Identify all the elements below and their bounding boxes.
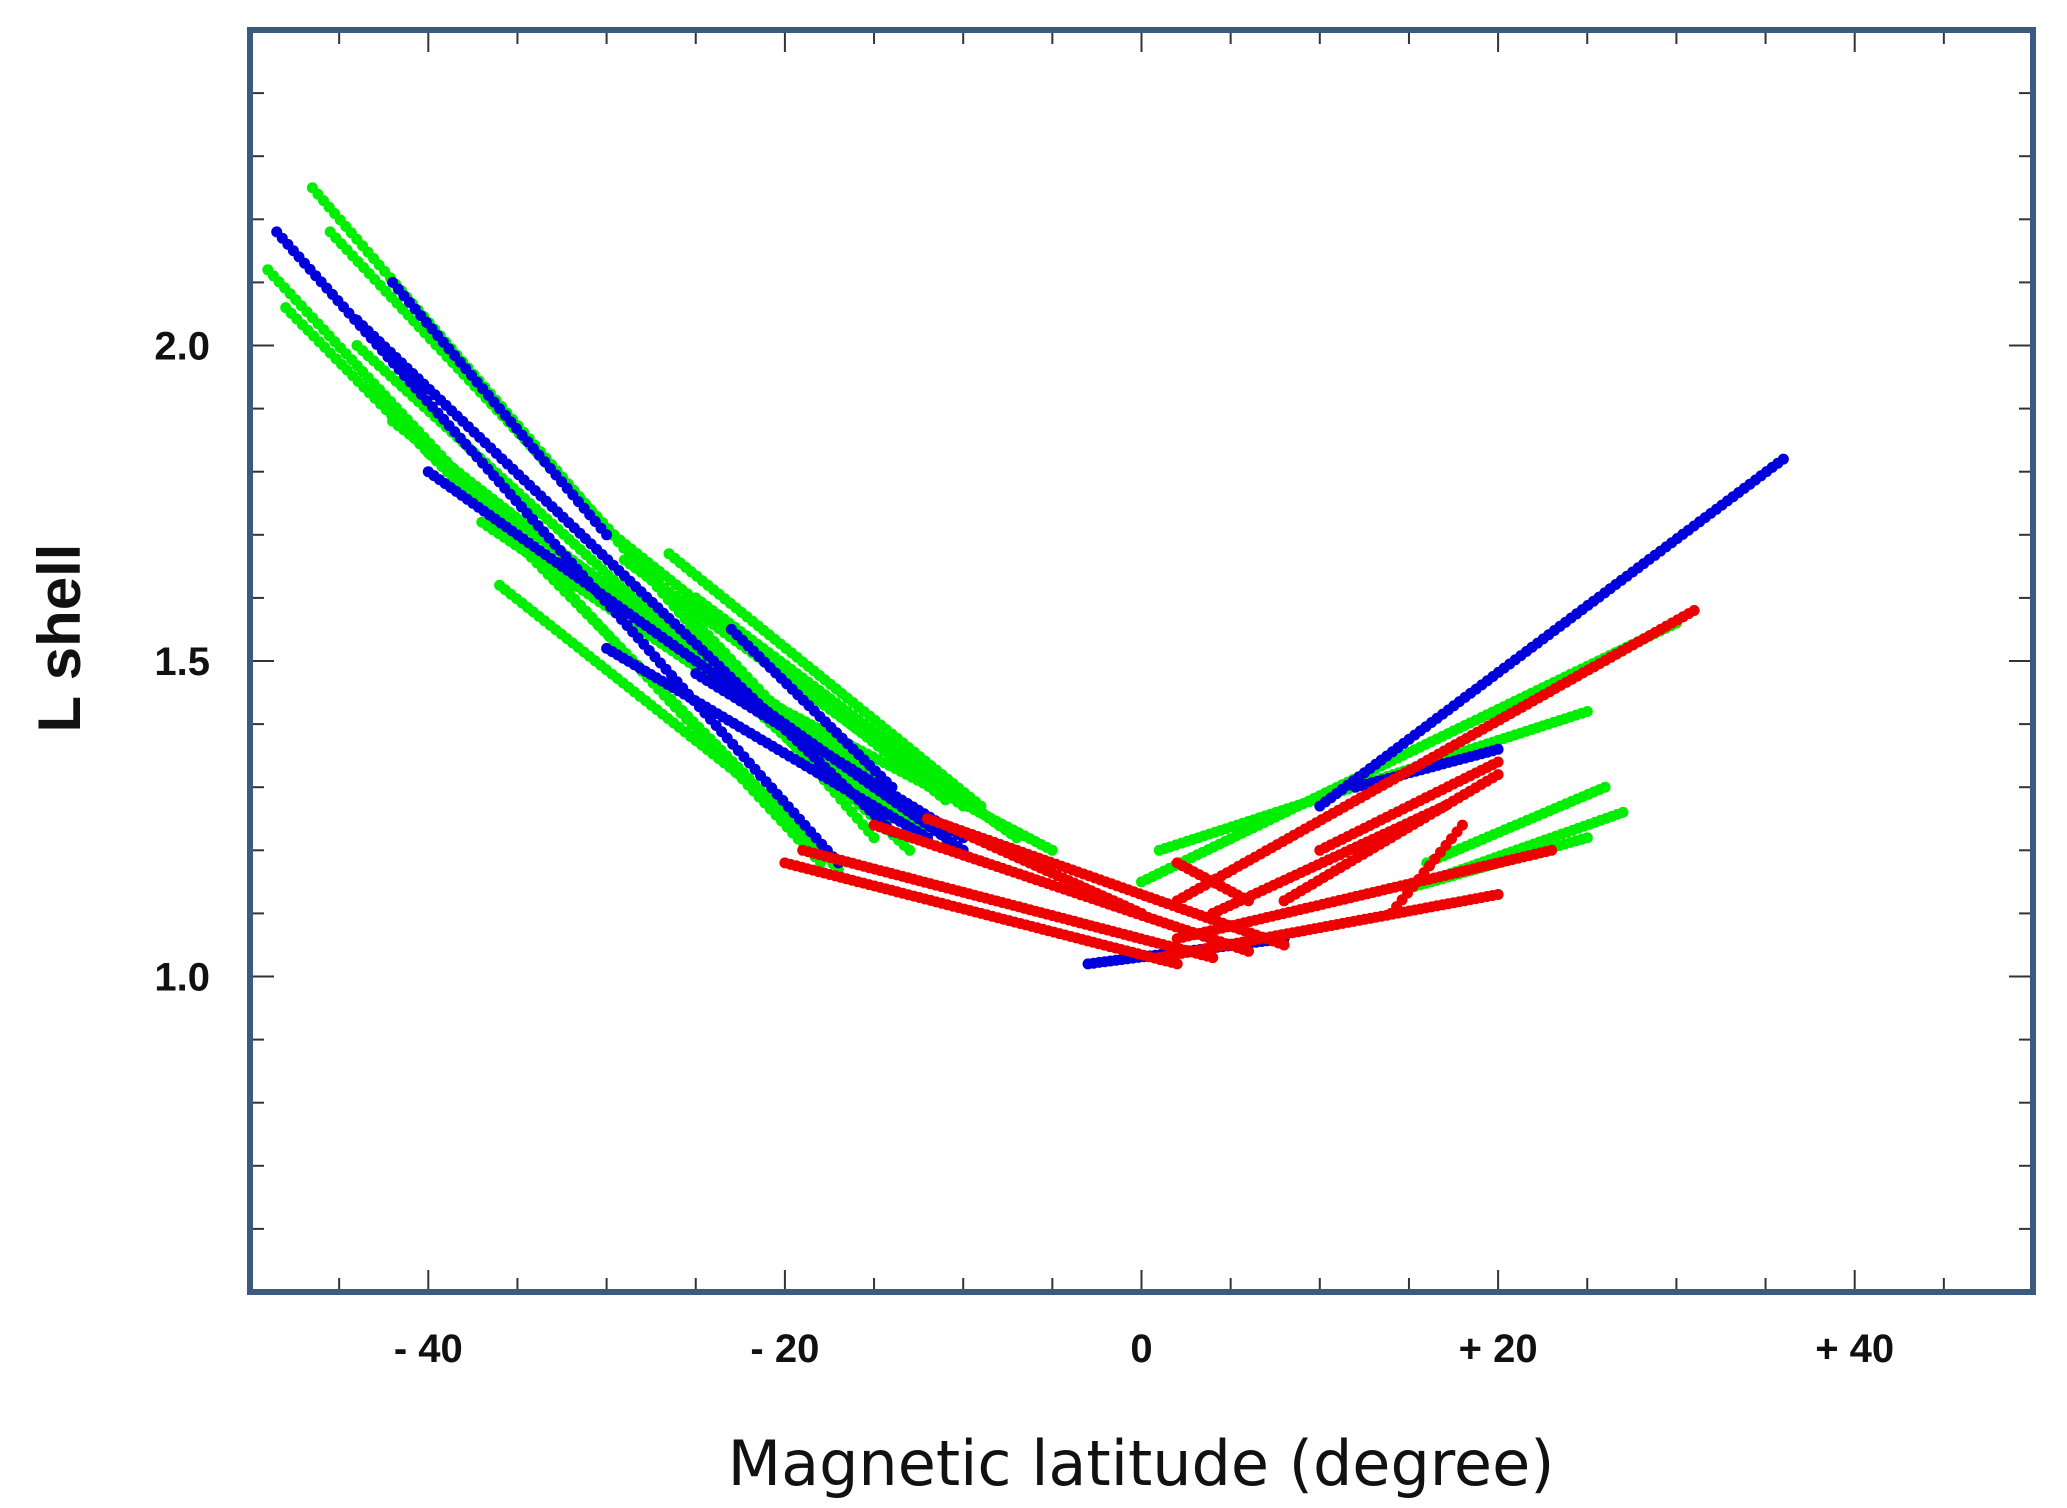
y-tick-label-1: 1.0 bbox=[154, 956, 210, 1000]
x-tick-label-20: + 20 bbox=[1459, 1327, 1538, 1371]
data-point-s2-t0-70 bbox=[1171, 958, 1183, 970]
points-layer bbox=[262, 182, 1789, 970]
plot-frame bbox=[247, 27, 2036, 1295]
x-tick-label-0: 0 bbox=[1130, 1327, 1152, 1371]
data-point-s2-t11-13 bbox=[1243, 895, 1254, 907]
data-point-s1-t6-29 bbox=[886, 781, 898, 793]
data-point-s2-t5-61 bbox=[1492, 889, 1504, 900]
x-axis-title: Magnetic latitude (degree) bbox=[728, 1427, 1555, 1500]
data-point-s0-t2-101 bbox=[868, 832, 880, 844]
x-tick-label--20: - 20 bbox=[750, 1327, 819, 1371]
data-point-s1-t2-38 bbox=[601, 529, 613, 541]
y-tick-label-1.5: 1.5 bbox=[154, 640, 210, 684]
data-point-s2-t4-35 bbox=[1136, 907, 1147, 919]
data-point-s2-t3-64 bbox=[1278, 939, 1290, 951]
data-point-s2-t1-74 bbox=[1207, 952, 1219, 964]
data-point-s0-t4-99 bbox=[904, 844, 916, 856]
y-tick-label-2: 2.0 bbox=[154, 325, 210, 369]
data-point-s2-t9-38 bbox=[1492, 769, 1504, 781]
data-point-s0-t15-54 bbox=[1046, 844, 1058, 856]
data-point-s2-t7-93 bbox=[1688, 605, 1700, 616]
data-point-s2-t2-67 bbox=[1243, 945, 1254, 957]
data-point-s0-t17-77 bbox=[1581, 706, 1593, 717]
ticks-layer: - 40 - 20 0 + 20 + 40 1.0 1.5 2.0 bbox=[154, 30, 2033, 1371]
data-point-s2-t6-67 bbox=[1546, 844, 1558, 856]
x-tick-label--40: - 40 bbox=[394, 1327, 463, 1371]
data-point-s0-t18-32 bbox=[1599, 781, 1611, 793]
y-axis-title: L shell bbox=[26, 544, 93, 733]
x-tick-label-40: + 40 bbox=[1815, 1327, 1894, 1371]
data-point-s2-t12-13 bbox=[1456, 819, 1468, 831]
data-point-s0-t20-32 bbox=[1581, 832, 1593, 844]
data-point-s2-t10-32 bbox=[1492, 756, 1504, 768]
data-point-s1-t8-26 bbox=[1492, 743, 1504, 755]
data-point-s0-t19-32 bbox=[1617, 806, 1629, 818]
plot-background bbox=[250, 30, 2033, 1292]
data-point-s1-t7-83 bbox=[1777, 453, 1789, 465]
